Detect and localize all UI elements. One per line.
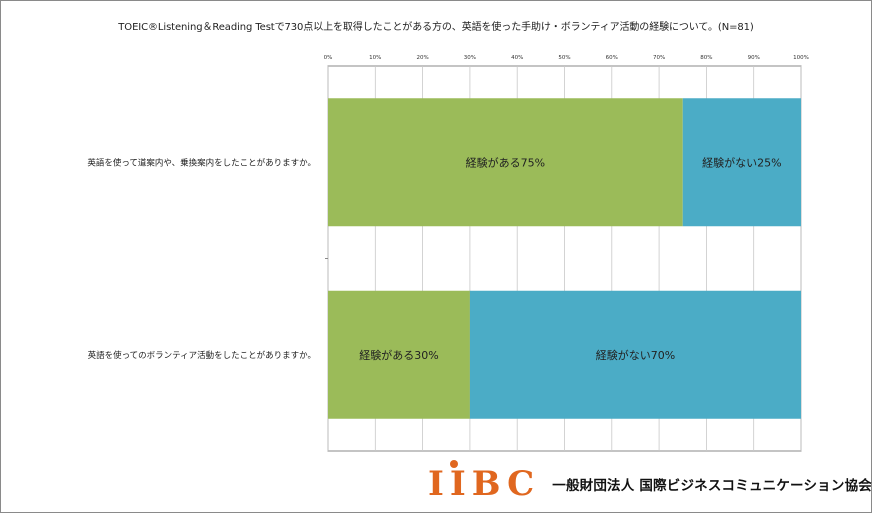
iibc-logo: IIBC bbox=[428, 460, 541, 504]
bar-data-label: 経験がある75% bbox=[466, 155, 545, 169]
x-tick-label: 50% bbox=[558, 55, 570, 61]
category-label: 英語を使って道案内や、乗換案内をしたことがありますか。 bbox=[87, 157, 316, 168]
x-tick-label: 40% bbox=[511, 55, 523, 61]
bar-segment bbox=[682, 98, 801, 227]
bar-segment bbox=[328, 98, 683, 227]
footer: IIBC 一般財団法人 国際ビジネスコミュニケーション協会 bbox=[428, 460, 872, 504]
x-tick-label: 100% bbox=[793, 55, 809, 61]
logo-text: IIBC bbox=[428, 464, 541, 504]
x-tick-label: 10% bbox=[369, 55, 381, 61]
bar-segment bbox=[469, 290, 801, 419]
bar-data-label: 経験がない70% bbox=[596, 348, 675, 362]
x-tick-label: 20% bbox=[416, 55, 428, 61]
x-tick-label: 70% bbox=[653, 55, 665, 61]
x-tick-label: 60% bbox=[606, 55, 618, 61]
x-tick-label: 0% bbox=[324, 55, 333, 61]
x-tick-label: 90% bbox=[748, 55, 760, 61]
bar-data-label: 経験がある30% bbox=[359, 348, 438, 362]
bar-segment bbox=[328, 290, 470, 419]
chart-title: TOEIC®Listening＆Reading Testで730点以上を取得した… bbox=[118, 22, 754, 33]
x-tick-label: 30% bbox=[464, 55, 476, 61]
category-label: 英語を使ってのボランティア活動をしたことがありますか。 bbox=[88, 350, 316, 361]
x-tick-label: 80% bbox=[700, 55, 712, 61]
organization-name: 一般財団法人 国際ビジネスコミュニケーション協会 bbox=[552, 478, 872, 494]
logo-dot bbox=[450, 460, 458, 468]
bar-data-label: 経験がない25% bbox=[702, 155, 781, 169]
